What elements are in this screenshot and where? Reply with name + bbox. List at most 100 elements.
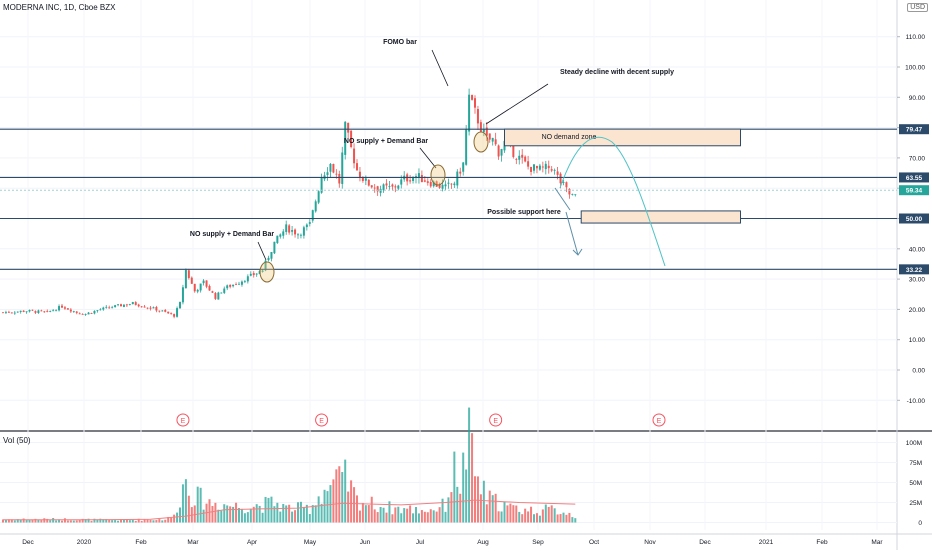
price-candle <box>426 181 429 183</box>
price-candle <box>149 307 152 309</box>
price-candle <box>158 310 161 312</box>
price-tick-label: 30.00 <box>909 277 926 284</box>
volume-bar <box>370 496 373 523</box>
volume-bar <box>223 504 226 523</box>
price-candle <box>379 188 382 193</box>
price-candle <box>285 224 288 232</box>
symbol-title: MODERNA INC, 1D, Cboe BZX <box>3 3 116 12</box>
price-candle <box>117 304 120 306</box>
price-candle <box>31 309 34 311</box>
volume-bar <box>167 516 170 523</box>
earnings-marker-label: E <box>657 418 662 425</box>
earnings-marker-label: E <box>319 418 324 425</box>
volume-bar <box>108 519 111 523</box>
volume-bar <box>90 520 93 523</box>
price-candle <box>530 166 533 172</box>
volume-bar <box>19 519 22 523</box>
volume-bar <box>155 520 158 523</box>
volume-bar <box>125 519 128 523</box>
volume-bar <box>518 511 521 523</box>
price-candle <box>420 174 423 183</box>
price-candle <box>547 165 550 169</box>
volume-tick-label: 100M <box>906 440 922 447</box>
volume-bar <box>128 520 131 523</box>
price-candle <box>176 308 179 317</box>
volume-bar <box>81 518 84 523</box>
volume-bar <box>2 519 4 523</box>
price-candle <box>417 173 420 178</box>
volume-bar <box>252 506 255 523</box>
price-candle <box>288 225 291 233</box>
price-tick-label: -10.00 <box>907 398 926 405</box>
price-candle <box>190 277 193 284</box>
volume-bar <box>347 491 350 523</box>
volume-bar <box>214 502 217 523</box>
price-tick-label: 0.00 <box>912 368 925 375</box>
price-candle <box>308 222 311 224</box>
volume-bar <box>471 433 474 523</box>
price-candle <box>571 193 574 195</box>
price-candle <box>438 185 441 188</box>
price-candle <box>299 234 302 236</box>
price-candle <box>471 95 474 100</box>
volume-bar <box>158 519 161 523</box>
volume-bar <box>364 505 367 523</box>
volume-bar <box>565 514 568 523</box>
earnings-marker <box>652 413 666 427</box>
volume-bar <box>344 459 347 523</box>
time-tick-label: Dec <box>699 539 711 546</box>
price-candle <box>140 306 143 308</box>
volume-bar <box>72 520 75 523</box>
price-candle <box>356 163 358 171</box>
price-candle <box>367 179 370 186</box>
volume-bar <box>161 520 164 523</box>
price-candle <box>90 313 93 314</box>
price-candle <box>25 311 28 313</box>
volume-bar <box>149 519 152 523</box>
level-price-tag <box>899 172 929 183</box>
volume-bar <box>196 486 199 523</box>
price-candle <box>105 306 108 308</box>
volume-bar <box>338 466 341 523</box>
volume-bar <box>544 504 547 523</box>
price-candle <box>78 313 81 315</box>
price-candle <box>49 311 52 312</box>
volume-bar <box>193 505 196 523</box>
price-candle <box>364 178 367 181</box>
volume-bar <box>373 509 376 523</box>
price-candle <box>93 310 96 314</box>
volume-bar <box>568 512 571 523</box>
price-candle <box>199 283 202 291</box>
time-tick-label: May <box>304 539 317 546</box>
volume-bar <box>415 507 417 523</box>
price-candle <box>246 276 249 282</box>
price-candle <box>81 313 84 315</box>
price-candle <box>305 224 308 228</box>
price-candle <box>196 289 199 292</box>
volume-bar <box>512 505 515 523</box>
volume-bar <box>102 519 105 523</box>
volume-bar <box>385 512 388 523</box>
volume-bar <box>379 507 382 523</box>
earnings-marker <box>489 413 503 427</box>
volume-bar <box>515 505 518 523</box>
volume-bar <box>323 489 326 523</box>
price-tick-label: 70.00 <box>909 155 926 162</box>
volume-bar <box>535 513 538 523</box>
volume-bar <box>49 520 52 523</box>
volume-bar <box>238 507 240 523</box>
price-candle <box>382 184 385 191</box>
currency-badge[interactable]: USD <box>907 3 928 12</box>
volume-bar <box>291 511 294 523</box>
volume-bar <box>226 505 229 523</box>
price-candle <box>264 260 267 271</box>
volume-bar <box>255 504 258 523</box>
volume-bar <box>84 519 87 523</box>
volume-bar <box>34 518 37 523</box>
volume-bar <box>187 495 190 523</box>
volume-bar <box>66 520 69 523</box>
volume-bar <box>243 513 246 523</box>
volume-bar <box>117 520 120 523</box>
price-candle <box>370 185 373 188</box>
